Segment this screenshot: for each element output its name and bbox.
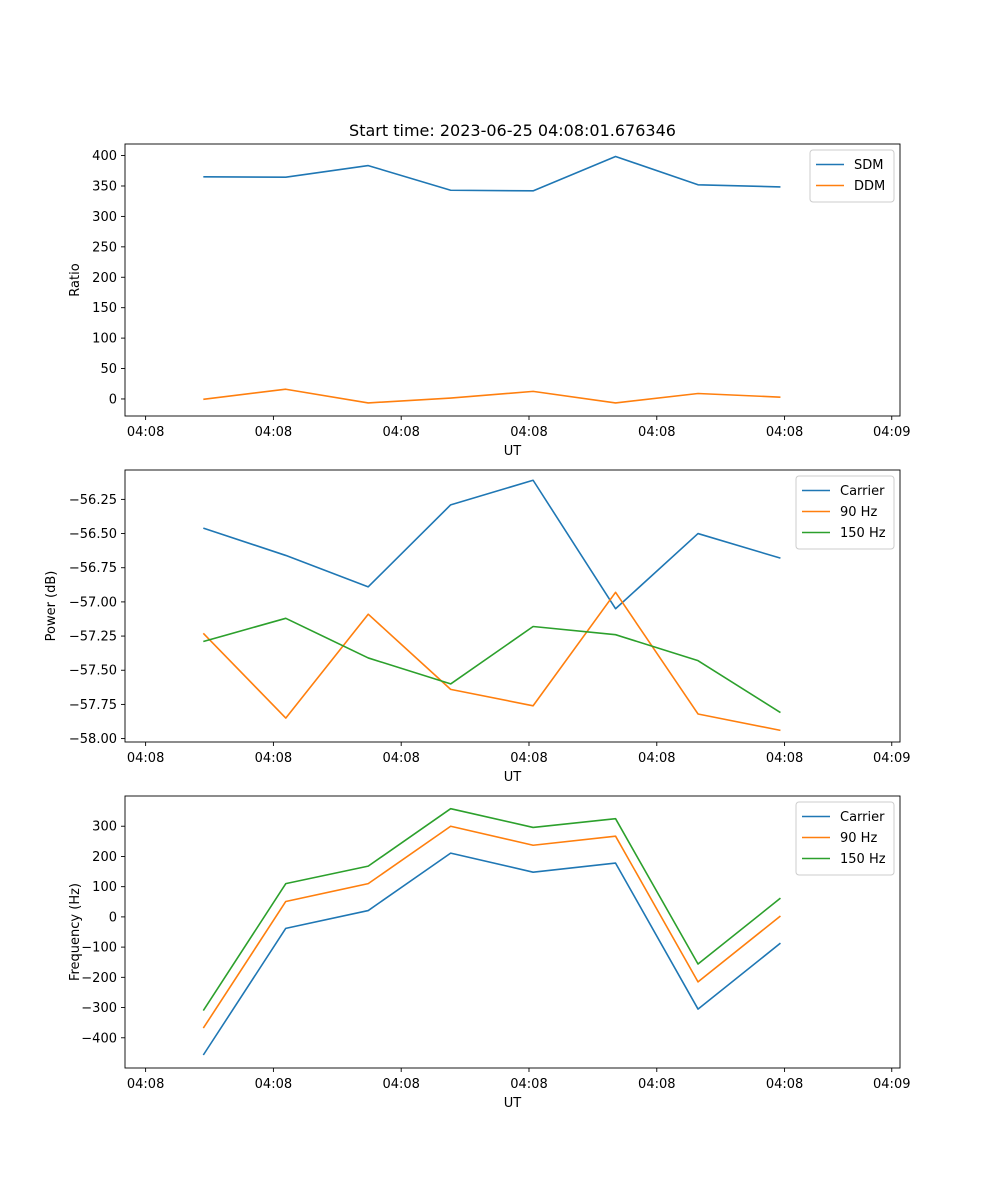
series-line-carrier: [203, 479, 781, 610]
y-tick-label: 200: [92, 850, 117, 865]
chart-panel-1: 0 50 100 150 200 250 300 350 400 04:08 04:08 04:08 0…: [68, 143, 910, 459]
x-tick-label: 04:08: [510, 1077, 547, 1092]
series-line-150-hz: [203, 617, 781, 714]
y-axis-label: Frequency (Hz): [68, 883, 83, 981]
y-tick-label: −57.00: [69, 595, 117, 610]
x-axis-label: UT: [504, 1096, 522, 1111]
x-tick-label: 04:08: [766, 1077, 803, 1092]
legend-label: 90 Hz: [840, 505, 877, 520]
legend-label: 90 Hz: [840, 831, 877, 846]
series-line-150-hz: [202, 807, 781, 1012]
legend-label: SDM: [854, 158, 883, 173]
legend-label: 150 Hz: [840, 852, 886, 867]
x-tick-label: 04:08: [766, 425, 803, 440]
series-line-carrier: [202, 852, 781, 1056]
y-tick-label: 400: [92, 149, 117, 164]
y-tick-label: 250: [92, 240, 117, 255]
y-tick-label: 200: [92, 271, 117, 286]
x-tick-label: 04:08: [510, 425, 547, 440]
x-tick-label: 04:08: [638, 1077, 675, 1092]
x-tick-label: 04:09: [873, 425, 910, 440]
x-axis-label: UT: [504, 770, 522, 785]
series-line-90-hz: [202, 825, 781, 1029]
x-tick-label: 04:08: [255, 425, 292, 440]
x-tick-label: 04:08: [638, 425, 675, 440]
y-tick-label: −100: [81, 941, 117, 956]
x-tick-label: 04:09: [873, 751, 910, 766]
y-tick-label: −56.50: [69, 527, 117, 542]
legend-label: DDM: [854, 179, 885, 194]
chart-panel-3: −400 −300 −200 −100 0 100 200 300 04:08 04:08 04:0…: [68, 795, 910, 1111]
y-tick-label: −56.75: [69, 561, 117, 576]
x-tick-label: 04:08: [255, 1077, 292, 1092]
legend: Carrier 90 Hz 150 Hz: [795, 801, 895, 876]
y-tick-label: 300: [92, 820, 117, 835]
y-tick-label: −300: [81, 1001, 117, 1016]
y-axis-label: Power (dB): [44, 571, 59, 642]
x-tick-label: 04:08: [766, 751, 803, 766]
series-line-ddm: [203, 388, 781, 404]
legend-box: [795, 475, 895, 550]
y-tick-label: 300: [92, 210, 117, 225]
legend-box: [809, 149, 895, 203]
y-axis-label: Ratio: [68, 263, 83, 296]
y-tick-label: −58.00: [69, 732, 117, 747]
series-line-sdm: [203, 155, 781, 192]
x-tick-label: 04:08: [382, 1077, 419, 1092]
x-tick-label: 04:08: [127, 1077, 164, 1092]
y-tick-label: 100: [92, 880, 117, 895]
series-line-90-hz: [202, 591, 781, 732]
y-tick-label: 350: [92, 179, 117, 194]
axes-frame: [124, 795, 901, 1069]
x-axis-label: UT: [504, 444, 522, 459]
y-tick-label: 50: [100, 362, 117, 377]
x-tick-label: 04:08: [127, 425, 164, 440]
y-tick-label: 0: [109, 910, 117, 925]
chart-title: Start time: 2023-06-25 04:08:01.676346: [349, 121, 676, 140]
legend-label: Carrier: [840, 484, 885, 499]
chart-panel-2: −58.00 −57.75 −57.50 −57.25 −57.00 −56.75 −56.…: [44, 469, 910, 785]
y-tick-label: −56.25: [69, 493, 117, 508]
x-tick-label: 04:08: [127, 751, 164, 766]
axes-frame: [124, 469, 901, 743]
y-tick-label: 100: [92, 332, 117, 347]
x-tick-label: 04:08: [382, 751, 419, 766]
y-tick-label: 0: [109, 392, 117, 407]
x-tick-label: 04:08: [382, 425, 419, 440]
legend: SDM DDM: [809, 149, 895, 203]
y-tick-label: 150: [92, 301, 117, 316]
y-tick-label: −57.50: [69, 664, 117, 679]
legend-label: 150 Hz: [840, 526, 886, 541]
x-tick-label: 04:08: [255, 751, 292, 766]
y-tick-label: −200: [81, 971, 117, 986]
x-tick-label: 04:09: [873, 1077, 910, 1092]
legend-box: [795, 801, 895, 876]
x-tick-label: 04:08: [510, 751, 547, 766]
y-tick-label: −57.25: [69, 630, 117, 645]
x-tick-label: 04:08: [638, 751, 675, 766]
y-tick-label: −57.75: [69, 698, 117, 713]
legend: Carrier 90 Hz 150 Hz: [795, 475, 895, 550]
axes-frame: [124, 143, 901, 417]
legend-label: Carrier: [840, 810, 885, 825]
y-tick-label: −400: [81, 1031, 117, 1046]
